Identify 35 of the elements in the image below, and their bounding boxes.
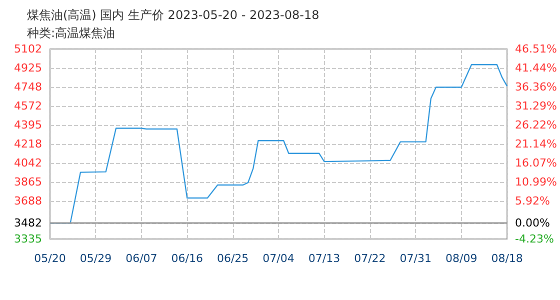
x-tick-label: 08/18 [491,252,523,265]
y2-tick-label: 0.00% [515,216,550,230]
y-tick-label: 4572 [14,99,42,112]
y-tick-label: 4395 [14,118,42,132]
x-tick-label: 06/16 [171,252,203,265]
x-tick-label: 06/25 [216,252,249,265]
y2-tick-label: 31.29% [515,99,558,112]
y2-tick-label: 10.99% [515,176,558,189]
y-tick-label: 5102 [14,42,42,56]
y2-tick-label: 36.36% [515,80,558,94]
chart-title: 煤焦油(高温) 国内 生产价 2023-05-20 - 2023-08-18 [27,8,320,22]
x-tick-label: 06/07 [126,252,158,265]
y2-tick-label: 46.51% [515,42,558,56]
x-tick-label: 05/20 [34,252,66,265]
y2-tick-label: -4.23% [515,232,554,246]
y-tick-label: 3482 [14,216,42,230]
x-tick-label: 07/22 [354,252,386,265]
y-tick-label: 3335 [14,232,42,246]
x-tick-label: 07/13 [308,252,340,265]
y-tick-label: 3865 [14,176,42,189]
x-tick-label: 05/29 [80,252,112,265]
x-tick-label: 07/31 [400,252,432,265]
y-tick-label: 4925 [14,62,42,75]
y2-tick-label: 16.07% [515,156,558,170]
chart-subtitle: 种类:高温煤焦油 [27,26,116,40]
y-tick-label: 4748 [14,80,42,94]
y-tick-label: 4218 [14,138,42,151]
y2-tick-label: 5.92% [515,194,550,208]
y2-tick-label: 26.22% [515,118,558,132]
x-tick-label: 08/09 [446,252,478,265]
y2-tick-label: 21.14% [515,138,558,150]
x-tick-label: 07/04 [262,252,294,265]
y2-tick-label: 41.44% [515,61,558,74]
y-tick-label: 3688 [14,194,42,208]
y-tick-label: 4042 [14,156,42,170]
